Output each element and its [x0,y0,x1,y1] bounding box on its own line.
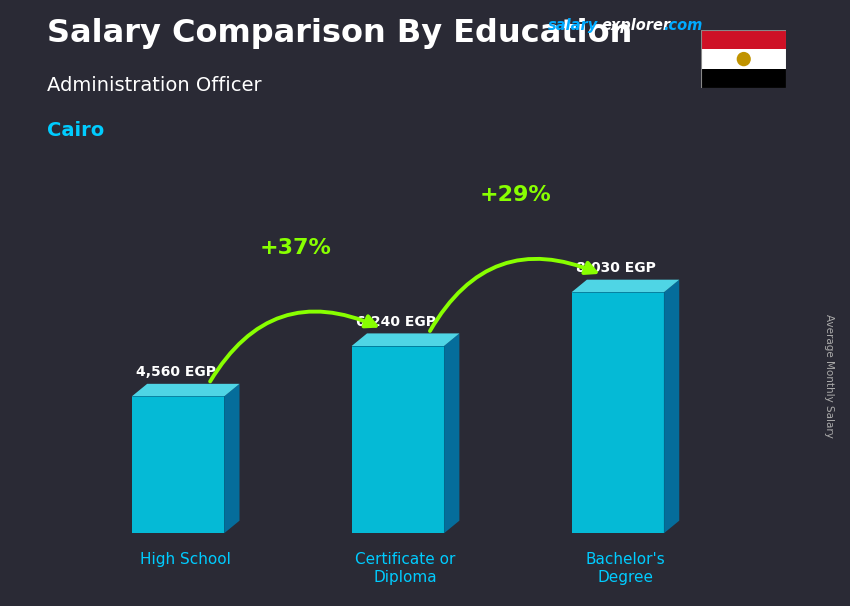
Bar [701,30,786,50]
Circle shape [737,52,751,66]
Text: Certificate or
Diploma: Certificate or Diploma [355,552,456,585]
Text: +29%: +29% [479,185,552,205]
Text: 8,030 EGP: 8,030 EGP [576,261,656,275]
Text: salary: salary [548,18,598,33]
Polygon shape [224,384,240,533]
Bar [132,396,224,533]
Text: Cairo: Cairo [47,121,104,140]
Polygon shape [664,280,679,533]
Text: Salary Comparison By Education: Salary Comparison By Education [47,18,632,49]
Polygon shape [132,384,240,396]
Bar [701,68,786,88]
Bar [352,346,444,533]
Bar [701,50,786,68]
Polygon shape [352,333,459,346]
Text: .com: .com [663,18,702,33]
Text: Average Monthly Salary: Average Monthly Salary [824,314,834,438]
Text: +37%: +37% [259,238,332,258]
Polygon shape [571,280,679,292]
Text: 4,560 EGP: 4,560 EGP [136,365,216,379]
Bar [571,292,664,533]
Text: 6,240 EGP: 6,240 EGP [356,315,436,328]
Text: Administration Officer: Administration Officer [47,76,262,95]
Text: explorer: explorer [602,18,671,33]
Text: Bachelor's
Degree: Bachelor's Degree [586,552,666,585]
Text: High School: High School [140,552,231,567]
Polygon shape [444,333,459,533]
